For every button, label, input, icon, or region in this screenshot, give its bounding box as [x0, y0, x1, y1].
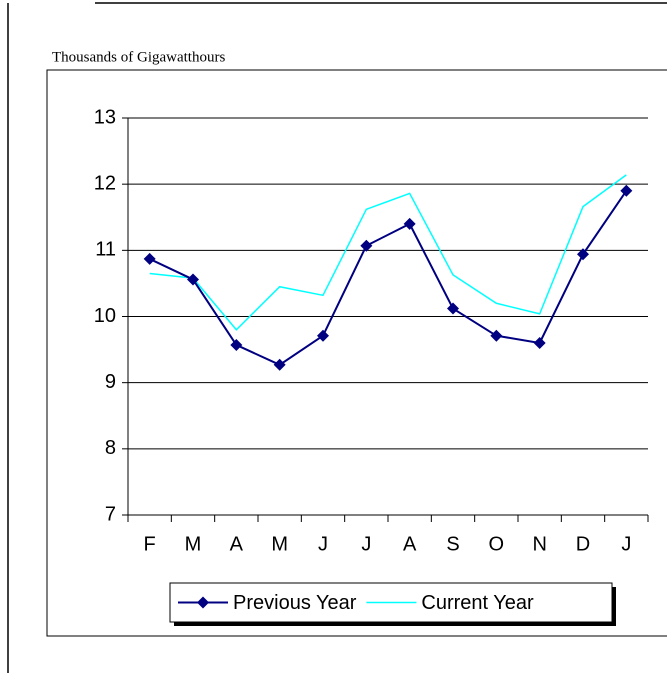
legend-label: Current Year	[421, 592, 534, 614]
series-line	[149, 174, 627, 331]
point	[533, 336, 546, 349]
x-tick-label: O	[489, 533, 505, 555]
point	[490, 329, 503, 342]
x-tick-label: S	[446, 533, 459, 555]
x-tick-label: J	[621, 533, 631, 555]
x-tick-label: A	[230, 533, 244, 555]
x-tick-label: F	[144, 533, 156, 555]
y-tick-label: 7	[105, 503, 116, 525]
x-tick-label: M	[185, 533, 202, 555]
y-tick-label: 8	[105, 437, 116, 459]
point	[360, 239, 373, 252]
point	[273, 358, 286, 371]
x-tick-label: N	[532, 533, 546, 555]
x-tick-label: J	[318, 533, 328, 555]
y-tick-label: 10	[94, 305, 116, 327]
point	[620, 184, 633, 197]
point	[447, 302, 459, 315]
y-tick-label: 13	[94, 106, 116, 128]
point	[230, 338, 243, 351]
legend-marker	[197, 596, 209, 609]
point	[577, 248, 589, 261]
x-tick-label: D	[576, 533, 590, 555]
point	[403, 217, 416, 230]
y-axis-label: Thousands of Gigawatthours	[52, 49, 225, 65]
legend-label: Previous Year	[233, 592, 357, 614]
y-tick-label: 12	[94, 172, 116, 194]
x-tick-label: J	[361, 533, 371, 555]
point	[143, 252, 156, 265]
series-line	[149, 190, 628, 366]
y-tick-label: 11	[95, 239, 116, 261]
x-tick-label: A	[403, 533, 417, 555]
y-tick-label: 9	[105, 371, 116, 393]
point	[317, 329, 329, 342]
point	[187, 273, 199, 286]
x-tick-label: M	[271, 533, 288, 555]
chart-box	[46, 69, 667, 637]
